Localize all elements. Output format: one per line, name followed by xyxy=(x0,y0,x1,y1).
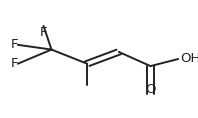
Text: F: F xyxy=(10,57,18,70)
Text: OH: OH xyxy=(180,53,198,65)
Text: O: O xyxy=(145,83,156,96)
Text: F: F xyxy=(10,38,18,51)
Text: F: F xyxy=(40,26,47,39)
